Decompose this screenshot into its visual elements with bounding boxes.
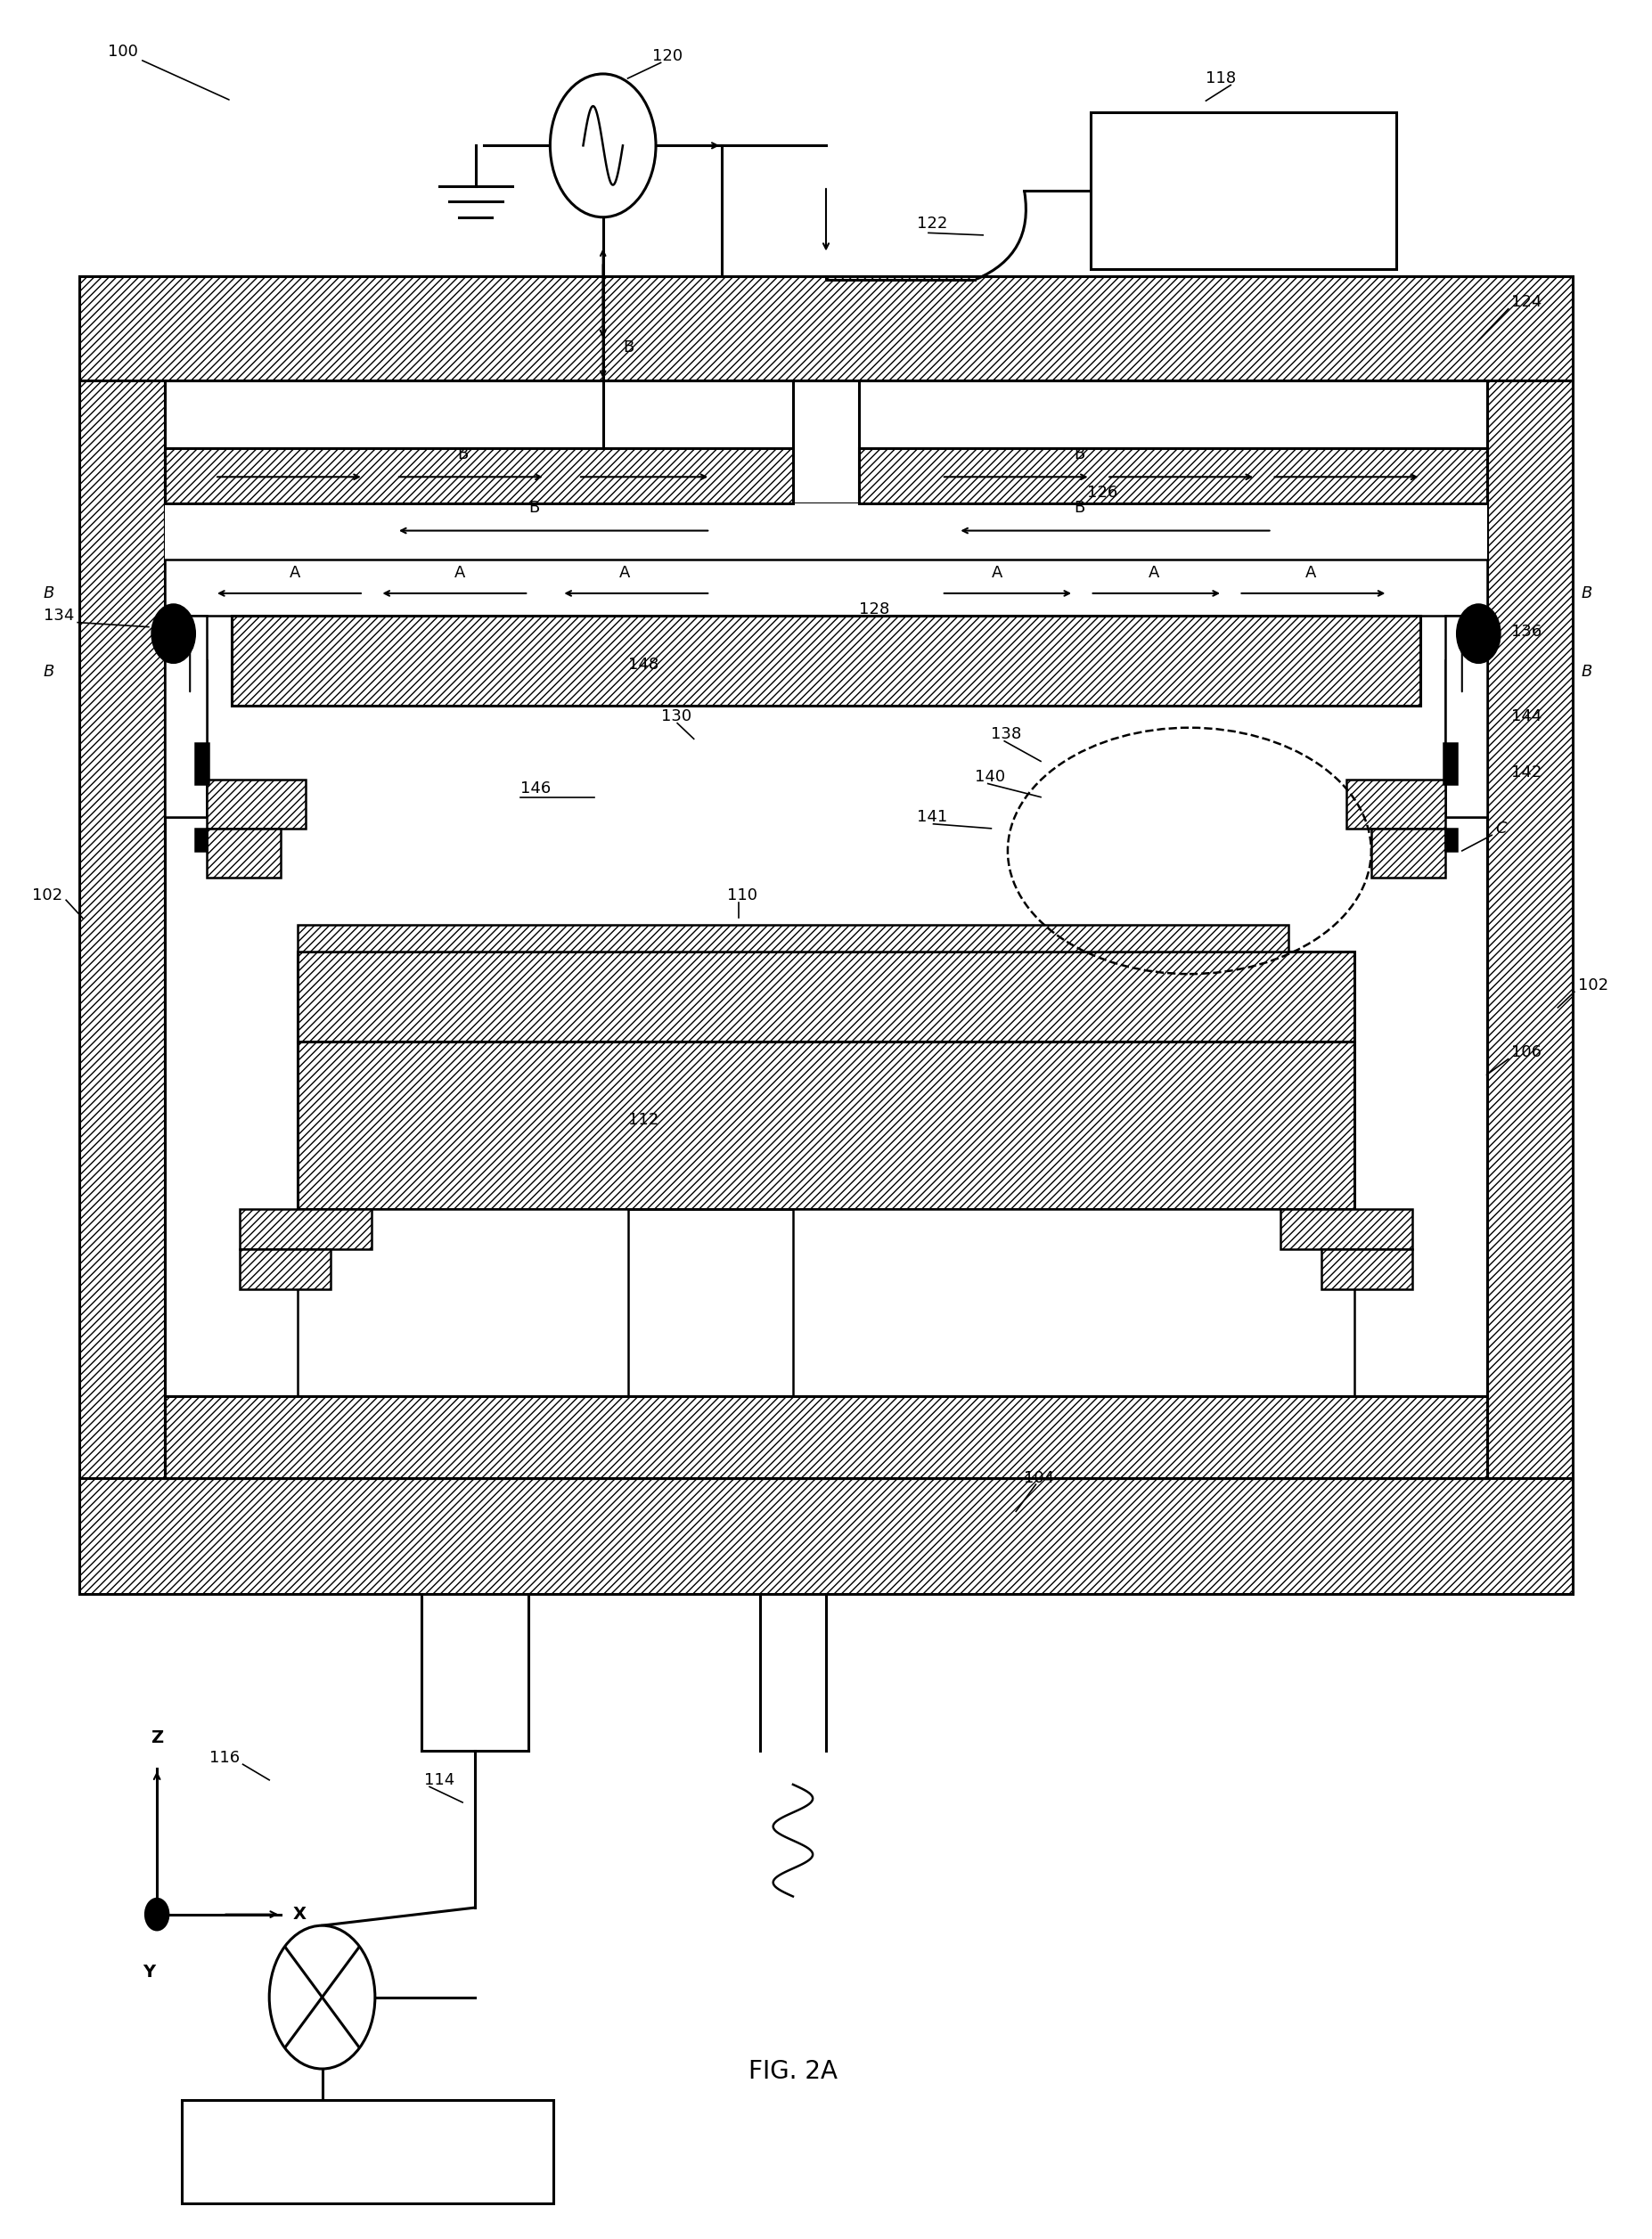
Bar <box>165 616 206 817</box>
Bar <box>79 1478 1573 1594</box>
Text: 144: 144 <box>1512 708 1543 725</box>
Bar <box>826 504 1487 560</box>
Text: B: B <box>1074 499 1085 517</box>
Circle shape <box>145 1899 169 1930</box>
Text: A: A <box>1305 564 1317 582</box>
Text: B: B <box>43 584 55 602</box>
Bar <box>1446 616 1487 817</box>
Circle shape <box>550 74 656 217</box>
Text: GAS
SOURCE: GAS SOURCE <box>1208 172 1279 208</box>
Text: X: X <box>292 1905 306 1923</box>
Text: B: B <box>43 663 55 681</box>
Bar <box>1446 828 1457 851</box>
Text: 104: 104 <box>1024 1469 1054 1487</box>
Bar <box>195 743 208 784</box>
Text: VACUUM PUMP: VACUUM PUMP <box>314 2145 421 2158</box>
Text: Y: Y <box>142 1964 155 1982</box>
Bar <box>240 1209 372 1249</box>
Bar <box>1322 1249 1412 1290</box>
Circle shape <box>269 1926 375 2069</box>
Text: 118: 118 <box>1206 69 1236 87</box>
Bar <box>165 560 1487 616</box>
Text: Z: Z <box>150 1729 164 1746</box>
Text: 106: 106 <box>1512 1043 1541 1061</box>
Text: 114: 114 <box>425 1771 454 1789</box>
Bar <box>165 1397 1487 1478</box>
Text: 122: 122 <box>917 215 948 233</box>
Text: 134: 134 <box>43 607 74 625</box>
Bar <box>1446 661 1487 817</box>
Text: 140: 140 <box>975 768 1004 786</box>
Bar <box>182 2100 553 2203</box>
Bar <box>1371 828 1446 878</box>
Bar <box>206 779 306 828</box>
Text: A: A <box>991 564 1003 582</box>
Text: 109: 109 <box>1123 931 1153 949</box>
Bar <box>165 504 826 560</box>
Text: 142: 142 <box>1512 763 1543 781</box>
Text: 112: 112 <box>628 1111 657 1128</box>
Text: 108: 108 <box>884 1003 914 1021</box>
Text: C: C <box>1495 819 1507 837</box>
Bar <box>1487 287 1573 1594</box>
Bar <box>79 287 165 1594</box>
Bar <box>793 1209 1355 1478</box>
Text: B: B <box>1581 584 1593 602</box>
Text: A: A <box>620 564 631 582</box>
Text: 120: 120 <box>653 47 682 65</box>
Text: A: A <box>289 564 301 582</box>
Text: B: B <box>458 446 468 463</box>
Text: 130: 130 <box>661 708 691 725</box>
Bar <box>297 925 1289 952</box>
Text: 116: 116 <box>210 1749 240 1767</box>
Text: B: B <box>623 338 634 356</box>
Bar <box>1346 779 1446 828</box>
Text: B: B <box>1074 446 1085 463</box>
Bar <box>859 448 1487 504</box>
Bar <box>195 828 206 851</box>
Text: 148: 148 <box>628 656 657 674</box>
Bar <box>1090 112 1396 269</box>
Text: B: B <box>1581 663 1593 681</box>
Text: B: B <box>529 499 540 517</box>
Text: FIG. 2A: FIG. 2A <box>748 2058 838 2085</box>
Text: 110: 110 <box>727 887 757 905</box>
Bar <box>231 616 1421 705</box>
Bar <box>240 1249 330 1290</box>
Circle shape <box>152 605 195 663</box>
Text: 126: 126 <box>1087 484 1117 502</box>
Text: 128: 128 <box>859 600 889 618</box>
Bar <box>1280 1209 1412 1249</box>
Text: 100: 100 <box>107 43 230 101</box>
Bar <box>165 705 1487 1075</box>
Text: A: A <box>1148 564 1160 582</box>
Text: 136: 136 <box>1512 622 1541 640</box>
Circle shape <box>1457 605 1500 663</box>
Text: 124: 124 <box>1512 293 1543 311</box>
Text: 102: 102 <box>1578 976 1607 994</box>
Bar <box>79 275 1573 381</box>
Text: A: A <box>454 564 466 582</box>
Bar <box>297 1041 1355 1209</box>
Bar <box>297 952 1355 1041</box>
Bar <box>165 504 1487 560</box>
Bar <box>1444 743 1457 784</box>
Bar <box>165 661 206 817</box>
Bar <box>165 448 793 504</box>
Text: 102: 102 <box>33 887 63 905</box>
Bar <box>206 828 281 878</box>
Text: 138: 138 <box>991 725 1021 743</box>
Bar <box>297 1209 628 1478</box>
Text: 146: 146 <box>520 779 550 797</box>
Text: 141: 141 <box>917 808 947 826</box>
